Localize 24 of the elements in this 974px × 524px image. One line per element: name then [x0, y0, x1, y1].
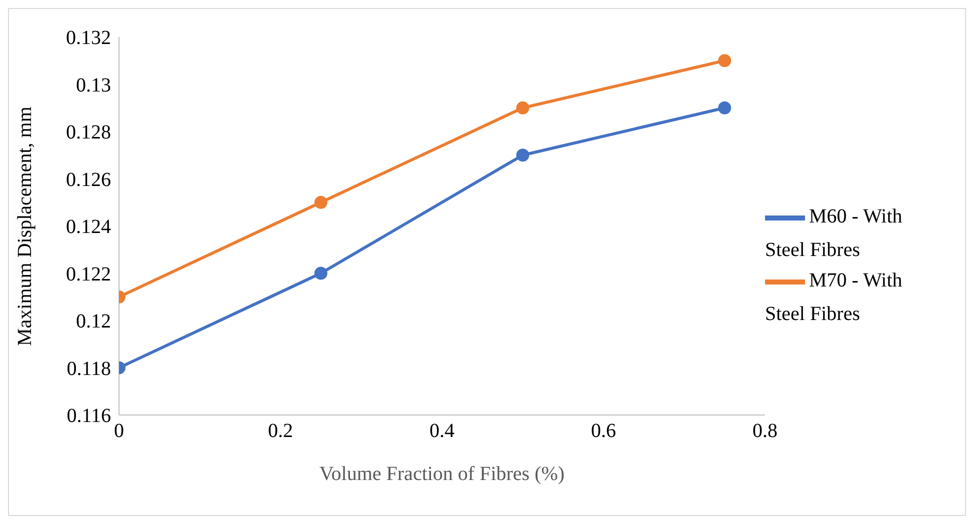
y-axis-title: Maximum Displacement, mm	[14, 106, 36, 346]
x-tick-label: 0.6	[591, 420, 616, 442]
y-tick-label: 0.12	[76, 310, 111, 333]
legend-label: M70 - With Steel Fibres	[765, 270, 902, 325]
y-tick-label: 0.13	[76, 74, 111, 96]
legend-label: M60 - With Steel Fibres	[765, 206, 902, 261]
y-tick-label: 0.128	[66, 122, 111, 144]
point	[516, 148, 530, 162]
point	[314, 196, 328, 209]
x-tick-label: 0.4	[430, 420, 454, 442]
x-tick-label: 0.2	[268, 420, 293, 442]
point	[314, 266, 328, 280]
y-tick-label: 0.122	[66, 263, 111, 286]
x-tick-label: 0	[114, 420, 124, 442]
y-tick-label: 0.118	[66, 358, 111, 380]
y-tick-label: 0.132	[66, 27, 111, 50]
x-tick-label: 0.8	[752, 420, 778, 442]
x-axis-title: Volume Fraction of Fibres (%)	[319, 463, 565, 485]
y-tick-label: 0.124	[66, 216, 111, 238]
point	[516, 101, 530, 114]
point	[718, 54, 732, 68]
y-tick-label: 0.126	[66, 168, 111, 191]
point	[718, 101, 732, 114]
y-tick-label: 0.116	[66, 405, 111, 428]
